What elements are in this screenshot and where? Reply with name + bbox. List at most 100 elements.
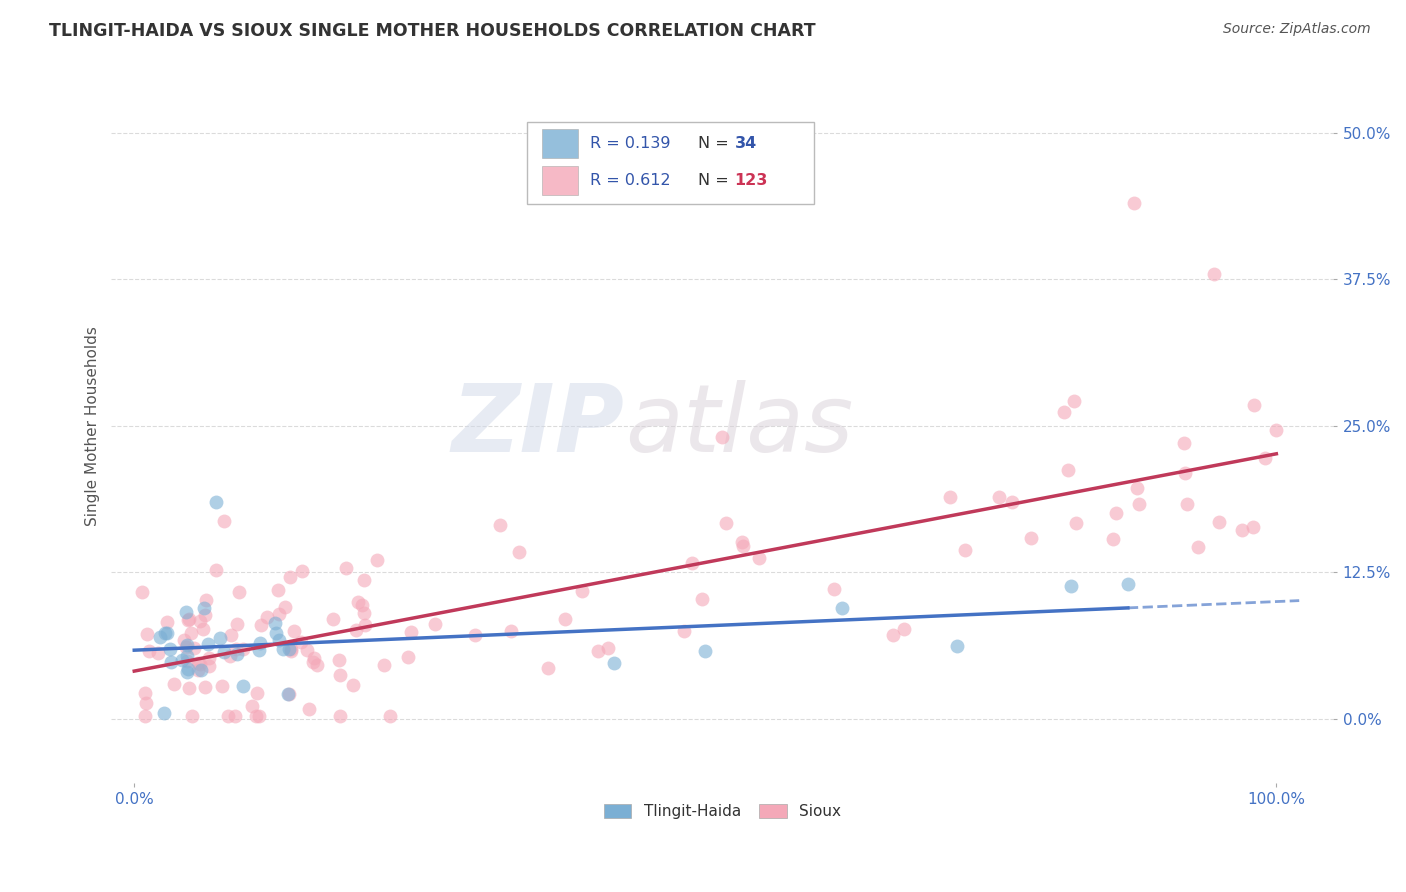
Point xyxy=(290,634,312,648)
Point xyxy=(240,698,263,713)
Point xyxy=(188,657,211,671)
Point xyxy=(194,680,217,694)
Point xyxy=(508,544,530,558)
Point xyxy=(211,679,233,693)
Point xyxy=(711,429,734,443)
Point xyxy=(537,661,560,675)
Point xyxy=(335,561,357,575)
Point xyxy=(1056,463,1078,477)
Point xyxy=(464,628,486,642)
Point xyxy=(225,617,247,632)
Point xyxy=(177,613,200,627)
Point xyxy=(347,595,370,609)
Text: N =: N = xyxy=(697,173,734,188)
Point xyxy=(156,626,179,640)
Point xyxy=(280,644,302,658)
Point xyxy=(1122,196,1144,211)
Point xyxy=(205,495,228,509)
Point xyxy=(354,618,377,632)
Point xyxy=(190,663,212,677)
Point xyxy=(173,633,195,648)
Point xyxy=(673,624,696,638)
Point xyxy=(1243,398,1265,412)
Point xyxy=(988,490,1011,504)
Point xyxy=(297,643,319,657)
Point xyxy=(291,565,314,579)
Text: R = 0.612: R = 0.612 xyxy=(591,173,671,188)
Point xyxy=(882,628,904,642)
Point xyxy=(149,630,172,644)
Point xyxy=(194,607,217,622)
FancyBboxPatch shape xyxy=(527,122,814,204)
Point xyxy=(153,626,176,640)
Point xyxy=(695,644,717,658)
Point xyxy=(353,606,375,620)
Point xyxy=(1241,520,1264,534)
Point xyxy=(153,706,176,720)
Point xyxy=(939,490,962,504)
Point xyxy=(373,657,395,672)
Point xyxy=(596,641,619,656)
Point xyxy=(232,642,254,657)
Point xyxy=(748,550,770,565)
Point xyxy=(283,624,305,639)
Point xyxy=(277,687,299,701)
Text: TLINGIT-HAIDA VS SIOUX SINGLE MOTHER HOUSEHOLDS CORRELATION CHART: TLINGIT-HAIDA VS SIOUX SINGLE MOTHER HOU… xyxy=(49,22,815,40)
Point xyxy=(1064,516,1087,531)
Point xyxy=(271,641,294,656)
Point xyxy=(425,617,447,632)
Point xyxy=(554,612,576,626)
Point xyxy=(187,663,209,677)
Point xyxy=(274,599,297,614)
Point xyxy=(176,638,198,652)
Point xyxy=(499,624,522,638)
Point xyxy=(399,624,422,639)
FancyBboxPatch shape xyxy=(541,167,578,195)
Point xyxy=(256,610,278,624)
Point xyxy=(193,601,215,615)
Point xyxy=(179,681,201,695)
Point xyxy=(322,612,344,626)
Point xyxy=(176,662,198,676)
Point xyxy=(197,637,219,651)
Point xyxy=(1187,540,1209,554)
Legend: Tlingit-Haida, Sioux: Tlingit-Haida, Sioux xyxy=(598,798,846,825)
Point xyxy=(246,686,269,700)
Point xyxy=(247,643,270,657)
Point xyxy=(823,582,845,596)
Point xyxy=(134,709,156,723)
Text: ZIP: ZIP xyxy=(451,380,624,472)
Point xyxy=(344,624,367,638)
Point xyxy=(212,645,235,659)
Point xyxy=(267,582,290,597)
Point xyxy=(396,649,419,664)
Point xyxy=(1126,481,1149,495)
Point xyxy=(224,709,246,723)
Point xyxy=(731,539,754,553)
Point xyxy=(135,697,157,711)
Point xyxy=(731,535,754,549)
Point xyxy=(249,635,271,649)
Point xyxy=(193,622,215,636)
Point xyxy=(1019,532,1042,546)
Point xyxy=(277,687,299,701)
Point xyxy=(188,614,211,628)
Point xyxy=(174,640,197,654)
Point xyxy=(1128,497,1150,511)
Point xyxy=(176,648,198,663)
Point xyxy=(146,646,169,660)
Point xyxy=(953,542,976,557)
Point xyxy=(225,647,247,661)
Point xyxy=(1265,423,1288,437)
Point xyxy=(198,651,221,665)
Point xyxy=(280,641,302,656)
Point xyxy=(1105,506,1128,520)
Point xyxy=(1174,466,1197,480)
Point xyxy=(159,642,181,657)
Point xyxy=(180,625,202,640)
Point xyxy=(342,677,364,691)
Point xyxy=(304,650,326,665)
Text: R = 0.139: R = 0.139 xyxy=(591,136,671,151)
Text: 34: 34 xyxy=(735,136,756,151)
Text: atlas: atlas xyxy=(624,380,853,471)
